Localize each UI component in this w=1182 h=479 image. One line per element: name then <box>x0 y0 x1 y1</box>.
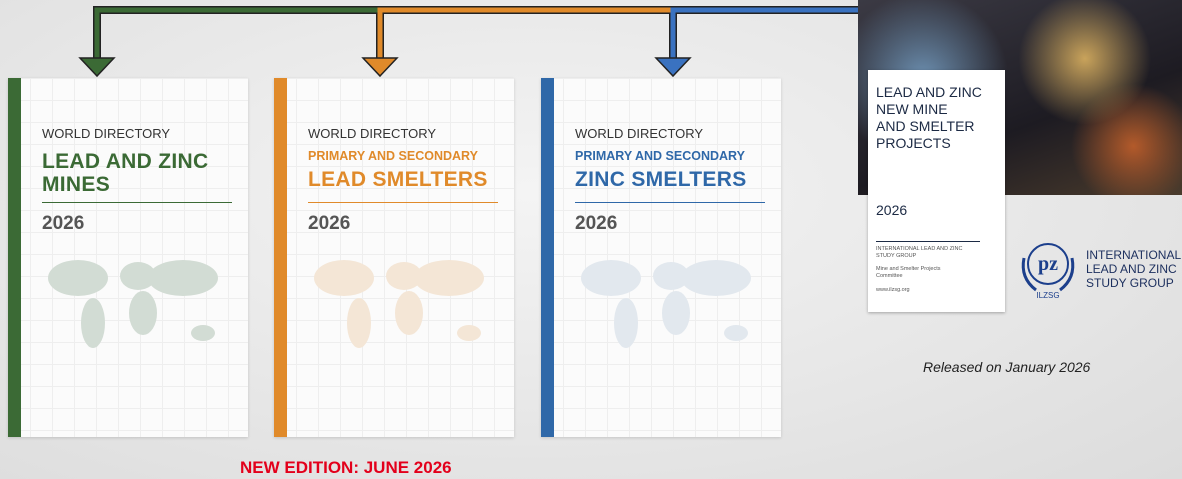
title-line: LEAD AND ZINC <box>42 150 208 173</box>
logo-line: LEAD AND ZINC <box>1086 262 1181 276</box>
cover-kicker: WORLD DIRECTORY <box>308 126 436 141</box>
report-committee: Mine and Smelter Projects Committee <box>876 266 956 279</box>
report-url: www.ilzsg.org <box>876 287 986 294</box>
project-report-cover: LEAD AND ZINC NEW MINE AND SMELTER PROJE… <box>868 70 1005 312</box>
arrowhead <box>80 58 114 76</box>
title-line: MINES <box>42 173 208 196</box>
arrow-green <box>97 10 385 62</box>
cover-subtitle: PRIMARY AND SECONDARY <box>308 149 478 163</box>
report-title: LEAD AND ZINC NEW MINE AND SMELTER PROJE… <box>876 84 982 152</box>
cover-title: LEAD AND ZINC MINES <box>42 150 208 196</box>
report-year: 2026 <box>876 202 907 218</box>
cover-year: 2026 <box>308 213 350 235</box>
cover-rule <box>308 202 498 203</box>
release-caption: Released on January 2026 <box>923 359 1090 375</box>
title-line: LEAD SMELTERS <box>308 168 488 191</box>
cover-year: 2026 <box>42 213 84 235</box>
logo-line: INTERNATIONAL <box>1086 248 1181 262</box>
cover-bar <box>274 78 287 437</box>
cover-kicker: WORLD DIRECTORY <box>42 126 170 141</box>
new-edition: NEW EDITION: JUNE 2026 <box>240 458 452 478</box>
cover-subtitle: PRIMARY AND SECONDARY <box>575 149 745 163</box>
cover-year: 2026 <box>575 213 617 235</box>
canvas: {"covers": [ {"kicker": "WORLD DIRECTORY… <box>0 0 1182 479</box>
cover-rule <box>42 202 232 203</box>
arrow-outlines <box>97 10 862 62</box>
cover-rule <box>575 202 765 203</box>
arrow-orange <box>380 10 675 62</box>
title-line: PROJECTS <box>876 135 982 152</box>
svg-text:pz: pz <box>1038 253 1058 275</box>
title-line: AND SMELTER <box>876 118 982 135</box>
logo-mark: ILZSG <box>1036 291 1059 300</box>
title-line: ZINC SMELTERS <box>575 168 747 191</box>
world-map <box>304 248 494 358</box>
cover-bar <box>8 78 21 437</box>
page: ILZSG directories html, body { margin: 0… <box>0 0 1182 479</box>
report-org: INTERNATIONAL LEAD AND ZINC STUDY GROUP <box>876 246 966 259</box>
arrowhead <box>656 58 690 76</box>
world-map <box>571 248 761 358</box>
title-line: NEW MINE <box>876 101 982 118</box>
world-map <box>38 248 228 358</box>
cover-zinc-smelters: WORLD DIRECTORY PRIMARY AND SECONDARY ZI… <box>541 78 781 437</box>
cover-bar <box>541 78 554 437</box>
cover-title: LEAD SMELTERS <box>308 168 488 191</box>
cover-lead-smelters: WORLD DIRECTORY PRIMARY AND SECONDARY LE… <box>274 78 514 437</box>
logo-line: STUDY GROUP <box>1086 276 1181 290</box>
ilzsg-logo: pz ILZSG <box>1016 238 1080 302</box>
title-line: LEAD AND ZINC <box>876 84 982 101</box>
arrowhead <box>363 58 397 76</box>
logo-name: INTERNATIONAL LEAD AND ZINC STUDY GROUP <box>1086 248 1181 290</box>
cover-title: ZINC SMELTERS <box>575 168 747 191</box>
report-rule <box>876 241 980 242</box>
cover-mines: WORLD DIRECTORY LEAD AND ZINC MINES 2026 <box>8 78 248 437</box>
cover-kicker: WORLD DIRECTORY <box>575 126 703 141</box>
arrow-blue <box>673 10 862 62</box>
